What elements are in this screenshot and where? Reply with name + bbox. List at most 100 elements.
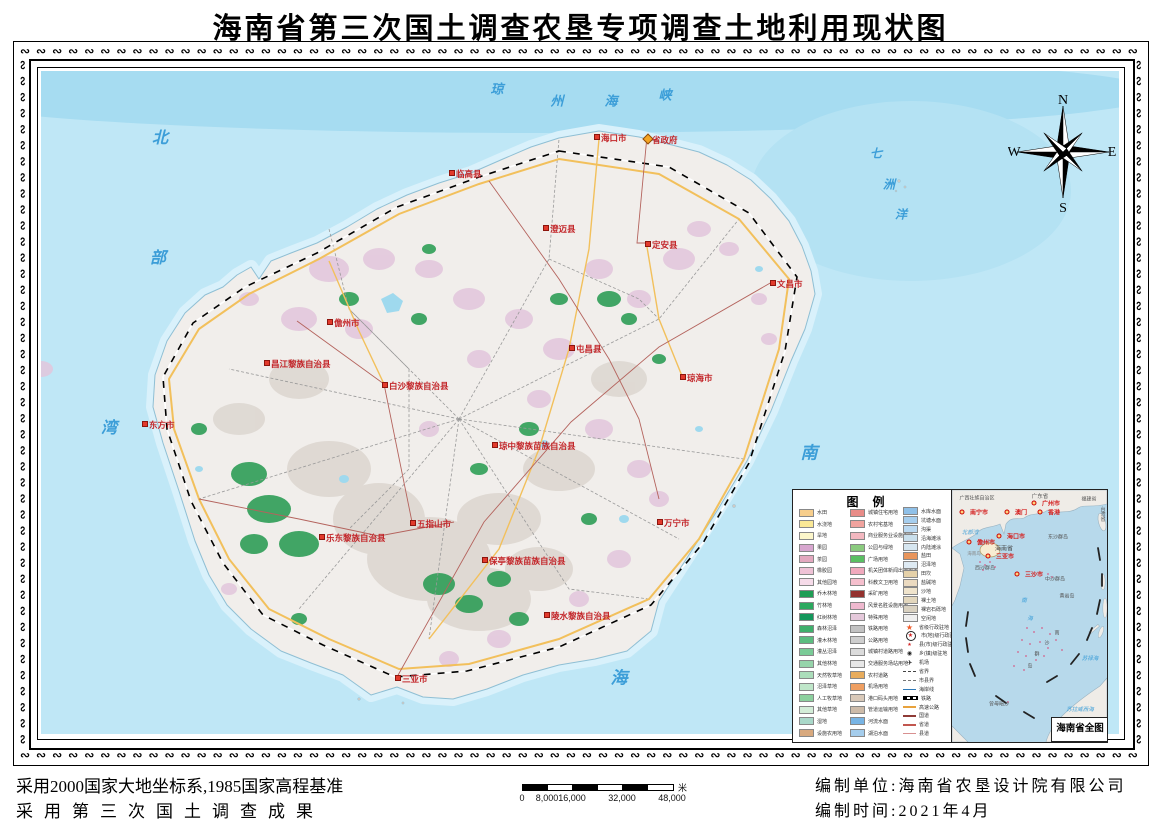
legend-boundary-line: [903, 670, 916, 672]
legend-panel: 图例 水田 水浇地 旱地 果园 茶园 橡胶园 其他园地 乔木林地 竹林地 红树林地 森林沼泽 灌木林地…: [792, 489, 959, 743]
inset-vietnam: [952, 547, 965, 607]
legend-swatch: [799, 589, 814, 598]
legend-item: 市县界: [903, 676, 959, 685]
city-label: 万宁市: [664, 518, 690, 528]
legend-swatch: [850, 671, 865, 680]
inset-region-label: 海南省: [994, 546, 1014, 553]
legend-boundary-line: [903, 679, 916, 681]
legend-item: 铁路: [903, 694, 959, 703]
legend-item: 茶园: [799, 553, 842, 565]
legend-item-label: 空闲地: [921, 615, 937, 622]
city-marker: [569, 345, 575, 351]
border-ornament-left: ∾∾∾∾∾∾∾∾∾∾∾∾∾∾∾∾∾∾∾∾∾∾∾∾∾∾∾∾∾∾∾∾∾∾∾∾∾∾∾∾…: [16, 60, 30, 746]
legend-swatch: [799, 543, 814, 552]
legend-item: 国道: [903, 711, 959, 720]
inset-city-marker: [1031, 500, 1037, 506]
city-marker: [543, 225, 549, 231]
legend-item-label: 果园: [817, 545, 828, 552]
inset-sea-label: 苏拉威西海: [1066, 707, 1094, 713]
legend-item: ◉ 乡(镇)级驻地: [903, 649, 959, 658]
inset-island-label: 沙: [1044, 641, 1050, 647]
city-marker: [645, 241, 651, 247]
border-ornament-right: ∾∾∾∾∾∾∾∾∾∾∾∾∾∾∾∾∾∾∾∾∾∾∾∾∾∾∾∾∾∾∾∾∾∾∾∾∾∾∾∾…: [1132, 60, 1146, 746]
legend-swatch: [903, 578, 918, 587]
inset-region-label: 台湾省: [1099, 506, 1105, 522]
city-label: 儋州市: [334, 318, 360, 328]
city-marker: [594, 134, 600, 140]
inset-region-label: 广西壮族自治区: [959, 496, 995, 502]
inset-sea-label: 北部湾: [961, 530, 979, 536]
inset-city-marker: [1004, 509, 1010, 515]
legend-swatch: [850, 682, 865, 691]
legend-item: 农村宅基地: [850, 519, 918, 531]
legend-item: 沟渠: [903, 525, 959, 534]
city-label: 保亭黎族苗族自治县: [489, 556, 566, 566]
city-label: 海口市: [601, 133, 627, 143]
sheet-mid-frame: [29, 59, 1135, 750]
legend-swatch: [903, 614, 918, 623]
legend-item-label: 风景名胜设施用地: [868, 603, 909, 610]
railway-ring: [162, 150, 798, 678]
city-marker: [449, 170, 455, 176]
legend-swatch: [799, 671, 814, 680]
legend-item: 公园与绿地: [850, 542, 918, 554]
legend-item-label: 裸岩石砾地: [921, 606, 947, 613]
footer-source-note: 采用第三次国土调查成果: [16, 802, 324, 821]
legend-swatch: [799, 520, 814, 529]
legend-item-label: 省道: [919, 722, 930, 729]
sheet-outer-frame: [13, 41, 1149, 766]
hainan-map-graphic: [41, 71, 1119, 706]
legend-railway-line: [903, 695, 918, 701]
city-label: 白沙黎族自治县: [389, 381, 449, 391]
legend-item-label: 机场用地: [868, 684, 889, 691]
legend-item-label: 沼泽草地: [817, 684, 838, 691]
scale-tick-label: 32,000: [608, 793, 636, 803]
sea-label: 峡: [658, 87, 672, 103]
legend-item-label: 县(市)级行政驻地: [919, 642, 958, 649]
legend-column-2: 城镇住宅用地 农村宅基地 商业服务业设施用地 公园与绿地 广场用地 机关团体新闻出版用地科…: [850, 507, 918, 739]
inset-island-label: 东沙群岛: [1047, 535, 1069, 541]
legend-item-label: 交通服务场站用地: [868, 661, 909, 668]
legend-item: 裸岩石砾地: [903, 605, 959, 614]
legend-item-label: 橡胶园: [817, 568, 833, 575]
legend-swatch: [799, 729, 814, 738]
legend-item-label: 红树林地: [817, 614, 838, 621]
legend-item-label: 海岸线: [919, 686, 935, 693]
city-label: 五指山市: [417, 519, 452, 529]
inset-city-marker: [1037, 509, 1043, 515]
legend-swatch: [903, 507, 918, 516]
legend-item: ★ 市(地)级行政驻地: [903, 630, 959, 641]
legend-item: 机场用地: [850, 681, 918, 693]
legend-item: 广场用地: [850, 553, 918, 565]
legend-item: 灌丛沼泽: [799, 646, 842, 658]
inset-city-label: 香港: [1048, 510, 1061, 517]
legend-item: 公路用地: [850, 635, 918, 647]
legend-item: 沙地: [903, 587, 959, 596]
legend-item-label: 旱地: [817, 533, 828, 540]
legend-item: ✈ 机场: [903, 658, 959, 667]
legend-item-label: 竹林地: [817, 603, 833, 610]
legend-item-label: 机场: [919, 660, 930, 667]
legend-item-label: 水田: [817, 510, 828, 517]
city-marker: [395, 675, 401, 681]
legend-item-label: 沼泽地: [921, 562, 937, 569]
legend-star-icon: ★: [905, 630, 916, 641]
legend-road-line: [903, 705, 916, 709]
legend-item: 铁路用地: [850, 623, 918, 635]
city-label: 文昌市: [777, 279, 803, 289]
footer-datum-note: 采用2000国家大地坐标系,1985国家高程基准: [16, 777, 344, 796]
city-marker: [482, 557, 488, 563]
legend-item: 裸土地: [903, 596, 959, 605]
legend-item-label: 铁路: [921, 695, 932, 702]
legend-swatch: [903, 543, 918, 551]
city-label: 澄迈县: [550, 224, 576, 234]
forest-patches: [191, 244, 666, 626]
city-label: 三亚市: [402, 674, 428, 684]
footer-producer: 编制单位:海南省农垦设计院有限公司: [815, 778, 1127, 795]
city-label: 东方市: [149, 420, 175, 430]
inset-sea-label: 苏禄海: [1081, 656, 1099, 662]
legend-swatch: [850, 543, 865, 552]
inset-city-marker: [1014, 571, 1020, 577]
legend-item: 其他园地: [799, 577, 842, 589]
legend-item-label: 城镇村道路用地: [868, 649, 904, 656]
